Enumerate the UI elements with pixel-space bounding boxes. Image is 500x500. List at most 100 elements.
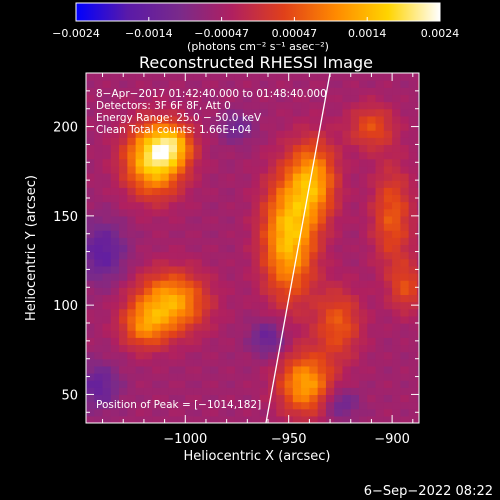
heatmap-cell <box>292 244 302 253</box>
heatmap-cell <box>185 101 195 110</box>
heatmap-cell <box>234 94 244 103</box>
heatmap-cell <box>234 358 244 367</box>
y-axis-label: Heliocentric Y (arcsec) <box>24 175 39 321</box>
heatmap-cell <box>226 73 236 81</box>
heatmap-cell <box>342 208 352 217</box>
heatmap-cell <box>243 373 253 381</box>
heatmap-cell <box>416 144 419 153</box>
heatmap-cell <box>177 115 186 124</box>
heatmap-cell <box>210 173 219 181</box>
heatmap-cell <box>218 215 228 224</box>
heatmap-cell <box>168 173 178 181</box>
heatmap-cell <box>383 415 393 423</box>
heatmap-cell <box>177 280 186 288</box>
heatmap-cell <box>334 73 344 81</box>
heatmap-cell <box>268 180 277 188</box>
heatmap-cell <box>201 194 211 203</box>
heatmap-cell <box>251 330 261 338</box>
heatmap-cell <box>383 158 393 167</box>
heatmap-cell <box>143 244 153 253</box>
heatmap-cell <box>127 387 137 396</box>
heatmap-cell <box>367 201 377 210</box>
heatmap-cell <box>94 173 104 181</box>
heatmap-cell <box>110 251 120 260</box>
heatmap-cell <box>416 208 419 217</box>
heatmap-cell <box>127 173 137 181</box>
heatmap-cell <box>226 165 236 174</box>
heatmap-cell <box>408 258 418 267</box>
heatmap-cell <box>276 180 286 188</box>
heatmap-cell <box>276 373 286 381</box>
heatmap-cell <box>284 115 294 124</box>
heatmap-cell <box>259 94 269 103</box>
heatmap-cell <box>143 323 153 331</box>
heatmap-cell <box>408 130 418 138</box>
heatmap-cell <box>152 365 162 374</box>
heatmap-cell <box>86 115 95 124</box>
heatmap-cell <box>292 358 302 367</box>
heatmap-cell <box>359 87 368 96</box>
heatmap-cell <box>201 151 211 160</box>
heatmap-cell <box>334 365 344 374</box>
heatmap-cell <box>325 273 335 281</box>
heatmap-cell <box>309 373 319 381</box>
heatmap-cell <box>276 230 286 238</box>
heatmap-cell <box>383 230 393 238</box>
heatmap-cell <box>301 258 310 267</box>
heatmap-cell <box>193 287 203 296</box>
y-tick-label: 150 <box>53 210 78 225</box>
heatmap-cell <box>367 301 377 310</box>
heatmap-cell <box>334 294 344 303</box>
heatmap-cell <box>168 251 178 260</box>
heatmap-cell <box>135 244 145 253</box>
heatmap-cell <box>284 194 294 203</box>
heatmap-cell <box>168 230 178 238</box>
heatmap-cell <box>342 215 352 224</box>
heatmap-cell <box>251 123 261 131</box>
heatmap-cell <box>325 108 335 117</box>
heatmap-cell <box>292 415 302 423</box>
heatmap-cell <box>210 294 219 303</box>
heatmap-cell <box>400 173 410 181</box>
heatmap-cell <box>416 94 419 103</box>
heatmap-cell <box>102 294 112 303</box>
heatmap-cell <box>152 144 162 153</box>
heatmap-cell <box>276 237 286 246</box>
heatmap-cell <box>276 301 286 310</box>
heatmap-cell <box>86 173 95 181</box>
heatmap-cell <box>301 294 310 303</box>
heatmap-cell <box>201 230 211 238</box>
heatmap-cell <box>185 115 195 124</box>
heatmap-cell <box>367 387 377 396</box>
heatmap-cell <box>375 280 385 288</box>
heatmap-cell <box>251 244 261 253</box>
heatmap-cell <box>210 237 219 246</box>
heatmap-cell <box>350 87 360 96</box>
heatmap-cell <box>309 323 319 331</box>
heatmap-cell <box>119 294 128 303</box>
heatmap-cell <box>110 115 120 124</box>
heatmap-cell <box>292 101 302 110</box>
heatmap-cell <box>110 401 120 410</box>
heatmap-cell <box>143 108 153 117</box>
heatmap-cell <box>276 137 286 146</box>
heatmap-cell <box>177 265 186 274</box>
heatmap-cell <box>218 173 228 181</box>
heatmap-cell <box>127 244 137 253</box>
heatmap-cell <box>342 201 352 210</box>
heatmap-cell <box>143 373 153 381</box>
heatmap-cell <box>375 294 385 303</box>
heatmap-cell <box>392 251 401 260</box>
heatmap-cell <box>325 208 335 217</box>
heatmap-cell <box>94 280 104 288</box>
heatmap-cell <box>94 251 104 260</box>
heatmap-cell <box>392 258 401 267</box>
heatmap-cell <box>102 365 112 374</box>
heatmap-cell <box>276 401 286 410</box>
heatmap-cell <box>210 251 219 260</box>
heatmap-cell <box>334 87 344 96</box>
heatmap-cell <box>317 330 327 338</box>
heatmap-cell <box>110 137 120 146</box>
heatmap-cell <box>210 108 219 117</box>
heatmap-cell <box>350 337 360 346</box>
